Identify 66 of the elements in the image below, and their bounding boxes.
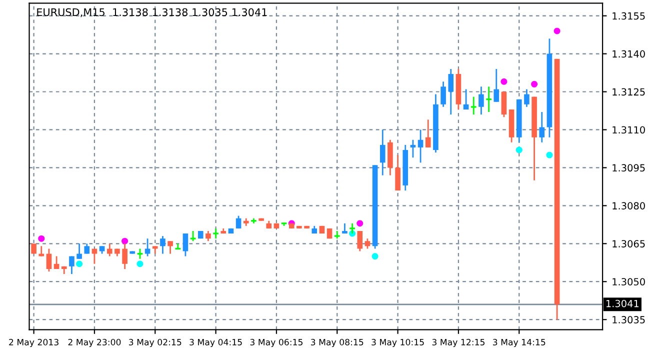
- candlestick: [463, 88, 469, 110]
- candlestick: [364, 238, 370, 250]
- candlestick: [380, 129, 386, 176]
- candlestick: [470, 96, 478, 116]
- x-tick-label: 3 May 12:15: [432, 338, 484, 348]
- candlestick: [485, 86, 492, 113]
- candlestick: [168, 240, 173, 254]
- candlestick: [54, 256, 60, 270]
- point: [76, 260, 83, 268]
- y-tick-label: 1.3065: [612, 240, 645, 248]
- candlestick: [31, 242, 36, 254]
- point: [136, 260, 144, 268]
- candlestick: [410, 139, 416, 158]
- x-tick-label: 3 May 14:15: [493, 338, 546, 348]
- candlestick: [69, 256, 74, 275]
- candlestick: [440, 80, 446, 108]
- candlestick: [524, 88, 530, 108]
- candlestick: [160, 235, 166, 254]
- candlestick: [144, 238, 150, 257]
- candlestick: [418, 129, 424, 164]
- y-tick-label: 1.3080: [612, 202, 645, 210]
- candlestick: [448, 68, 454, 116]
- point: [356, 220, 364, 227]
- candlestick: [478, 86, 484, 116]
- candlestick: [106, 242, 112, 257]
- candlestick: [84, 242, 90, 254]
- candlestick: [182, 232, 188, 257]
- point: [516, 146, 522, 154]
- ref-line-label: 1.3041: [606, 300, 639, 308]
- point: [38, 235, 45, 242]
- chart-title: EURUSD,M15 1.3138 1.3138 1.3035 1.3041: [37, 8, 267, 18]
- candlestick: [92, 248, 98, 265]
- candlestick: [494, 68, 500, 103]
- candlestick: [46, 248, 52, 272]
- y-tick-label: 1.3095: [612, 164, 645, 172]
- candlestick: [395, 154, 400, 192]
- y-tick-label: 1.3110: [612, 126, 645, 134]
- x-tick-label: 3 May 04:15: [190, 338, 242, 348]
- candlestick: [76, 242, 82, 260]
- y-tick-label: 1.3125: [612, 88, 645, 96]
- y-tick-label: 1.3035: [612, 316, 645, 324]
- candlestick: [425, 118, 431, 148]
- candlestick: [190, 230, 197, 242]
- candlestick: [38, 245, 44, 257]
- x-tick-label: 3 May 06:15: [250, 338, 302, 348]
- x-tick-label: 3 May 08:15: [311, 338, 364, 348]
- point: [122, 238, 128, 244]
- x-tick-label: 2 May 2013: [9, 338, 58, 348]
- x-tick-label: 2 May 23:00: [68, 338, 121, 348]
- candlestick: [357, 230, 363, 252]
- candlestick: [236, 215, 242, 230]
- candlestick: [206, 230, 211, 242]
- candlestick: [174, 242, 182, 250]
- point: [500, 78, 508, 85]
- x-tick-label: 3 May 02:15: [129, 338, 182, 348]
- point: [372, 253, 378, 260]
- point: [554, 28, 560, 34]
- x-tick-label: 3 May 10:15: [372, 338, 424, 348]
- candlestick: [539, 111, 545, 144]
- candlestick: [212, 228, 220, 240]
- point: [546, 152, 553, 158]
- y-tick-label: 1.3140: [612, 50, 645, 58]
- point: [531, 80, 538, 88]
- y-tick-label: 1.3050: [612, 278, 645, 286]
- candlestick: [501, 91, 507, 118]
- y-tick-label: 1.3155: [612, 12, 645, 20]
